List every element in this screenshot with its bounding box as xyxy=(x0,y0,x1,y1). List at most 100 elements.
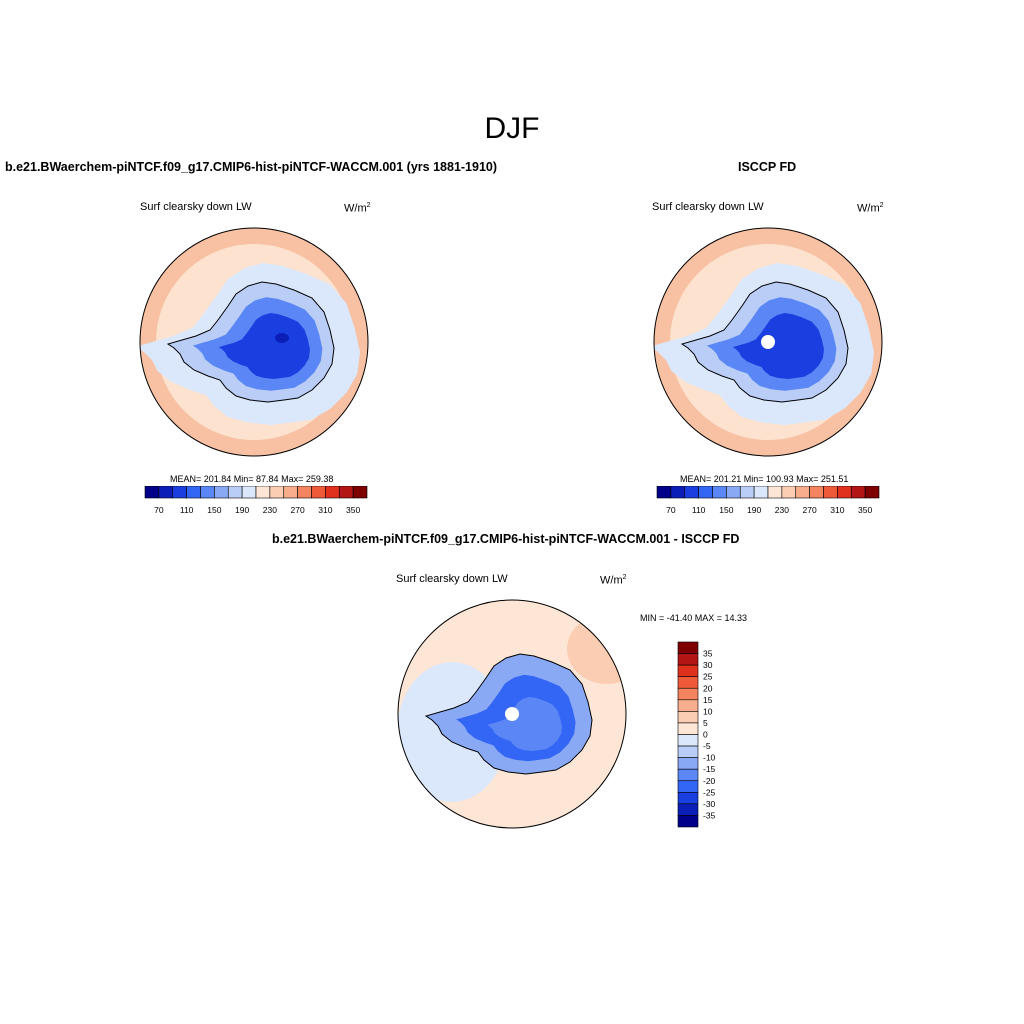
colorbar-swatch xyxy=(677,699,699,712)
ice-sheet-minimum xyxy=(275,333,289,343)
colorbar-tick-label: 20 xyxy=(703,683,713,693)
colorbar-swatch xyxy=(677,676,699,689)
missing-data-pole xyxy=(761,335,775,349)
colorbar-tick-label: 310 xyxy=(318,505,332,515)
colorbar-swatch xyxy=(677,641,699,654)
colorbar-swatch xyxy=(739,486,755,499)
colorbar-swatch xyxy=(684,486,699,499)
colorbar-swatch xyxy=(809,486,824,499)
colorbar-swatch xyxy=(795,486,810,499)
coastline xyxy=(166,281,335,403)
colorbar-tick-label: 350 xyxy=(858,505,872,515)
panel-3-map xyxy=(397,599,627,829)
colorbar-tick-label: 270 xyxy=(291,505,305,515)
coastline xyxy=(680,281,849,403)
colorbar-tick-label: -30 xyxy=(703,799,716,809)
colorbar-swatch xyxy=(227,486,243,499)
colorbar-swatch xyxy=(158,486,174,499)
colorbar-tick-label: -5 xyxy=(703,741,711,751)
colorbar-swatch xyxy=(338,486,354,499)
panel-1-variable-label: Surf clearsky down LW xyxy=(140,201,252,213)
panel-2-variable-label: Surf clearsky down LW xyxy=(652,201,764,213)
colorbar-tick-label: 190 xyxy=(235,505,249,515)
colorbar-swatch xyxy=(656,486,672,499)
colorbar-swatch xyxy=(283,486,298,499)
colorbar-swatch xyxy=(311,486,326,499)
map-border xyxy=(397,599,627,829)
colorbar-tick-label: 230 xyxy=(263,505,277,515)
colorbar-tick-label: 230 xyxy=(775,505,789,515)
missing-data-pole xyxy=(505,707,519,721)
colorbar-tick-label: 35 xyxy=(703,649,713,659)
panel-3-units: W/m2 xyxy=(600,574,627,587)
colorbar-tick-label: -15 xyxy=(703,764,716,774)
colorbar-tick-label: -20 xyxy=(703,776,716,786)
colorbar-swatch xyxy=(837,486,852,499)
colorbar-tick-label: 30 xyxy=(703,660,713,670)
colorbar-swatch xyxy=(677,687,699,701)
colorbar-swatch xyxy=(677,734,699,747)
colorbar-tick-label: 110 xyxy=(180,505,194,515)
colorbar-swatch xyxy=(186,486,201,499)
colorbar-swatch xyxy=(677,815,699,828)
colorbar-swatch xyxy=(698,486,713,499)
colorbar-tick-label: 25 xyxy=(703,672,713,682)
colorbar-swatch xyxy=(670,486,686,499)
colorbar-swatch xyxy=(677,768,699,782)
map-border xyxy=(139,227,369,457)
colorbar-tick-label: 190 xyxy=(747,505,761,515)
diff-core-field xyxy=(487,697,562,751)
colorbar-swatch xyxy=(677,653,699,666)
colorbar-swatch xyxy=(677,664,699,677)
colorbar-tick-label: 5 xyxy=(703,718,708,728)
colorbar-swatch xyxy=(677,711,699,724)
colorbar-swatch xyxy=(325,486,340,499)
colorbar-swatch xyxy=(352,486,368,499)
colorbar-swatch xyxy=(726,486,741,499)
colorbar-swatch xyxy=(864,486,880,499)
panel-2-colorbar: 70 110 150 190 230 270 310 350 xyxy=(656,486,880,515)
colorbar-swatch xyxy=(144,486,160,499)
colorbar-tick-label: 110 xyxy=(692,505,706,515)
colorbar-swatch xyxy=(712,486,727,499)
panel-1-colorbar: 70 110 150 190 230 270 310 350 xyxy=(144,486,368,515)
colorbar-tick-label: -10 xyxy=(703,753,716,763)
colorbar-tick-label: 10 xyxy=(703,706,713,716)
panel-3-stats: MIN = -41.40 MAX = 14.33 xyxy=(640,613,748,623)
colorbar-tick-label: -25 xyxy=(703,787,716,797)
coastline xyxy=(424,653,593,775)
figure-title: DJF xyxy=(484,112,540,145)
colorbar-swatch xyxy=(677,745,699,758)
colorbar-swatch xyxy=(241,486,257,499)
colorbar-swatch xyxy=(753,486,769,499)
panel-1-units: W/m2 xyxy=(344,202,371,215)
map-border xyxy=(653,227,883,457)
panel-2-title: ISCCP FD xyxy=(738,160,797,174)
ice-sheet-core xyxy=(218,313,310,379)
colorbar-swatch xyxy=(677,780,699,793)
colorbar-swatch xyxy=(172,486,187,499)
colorbar-tick-label: 0 xyxy=(703,730,708,740)
panel-1-map xyxy=(139,227,369,457)
colorbar-swatch xyxy=(850,486,866,499)
colorbar-swatch xyxy=(200,486,215,499)
colorbar-tick-label: 150 xyxy=(207,505,221,515)
ice-sheet-core xyxy=(732,313,824,379)
colorbar-swatch xyxy=(781,486,797,499)
colorbar-swatch xyxy=(823,486,838,499)
colorbar-swatch xyxy=(297,486,312,499)
panel-1-stats: MEAN= 201.84 Min= 87.84 Max= 259.38 xyxy=(170,474,334,484)
colorbar-tick-label: 310 xyxy=(830,505,844,515)
colorbar-tick-label: 15 xyxy=(703,695,713,705)
colorbar-tick-label: 270 xyxy=(803,505,817,515)
colorbar-swatch xyxy=(269,486,285,499)
colorbar-tick-label: 150 xyxy=(719,505,733,515)
colorbar-tick-label: -35 xyxy=(703,810,716,820)
colorbar-tick-label: 70 xyxy=(666,505,676,515)
panel-2-map xyxy=(653,227,883,457)
colorbar-swatch xyxy=(255,486,271,499)
panel-3-title: b.e21.BWaerchem-piNTCF.f09_g17.CMIP6-his… xyxy=(272,532,740,546)
colorbar-tick-label: 70 xyxy=(154,505,164,515)
colorbar-swatch xyxy=(677,803,699,816)
